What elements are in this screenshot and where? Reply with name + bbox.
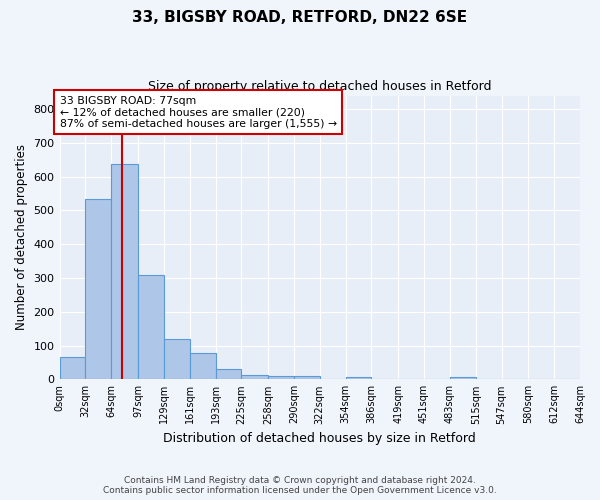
Bar (164, 339, 190, 380)
Bar (215, 369, 241, 380)
Bar (294, 376, 320, 380)
Bar (59, 358, 85, 380)
Title: Size of property relative to detached houses in Retford: Size of property relative to detached ho… (148, 80, 491, 93)
Bar (138, 274, 164, 380)
Text: Contains HM Land Registry data © Crown copyright and database right 2024.
Contai: Contains HM Land Registry data © Crown c… (103, 476, 497, 495)
Bar (190, 353, 215, 380)
Bar (346, 377, 371, 380)
X-axis label: Distribution of detached houses by size in Retford: Distribution of detached houses by size … (163, 432, 476, 445)
Bar (450, 377, 476, 380)
Text: 33, BIGSBY ROAD, RETFORD, DN22 6SE: 33, BIGSBY ROAD, RETFORD, DN22 6SE (133, 10, 467, 25)
Bar (268, 376, 294, 380)
Y-axis label: Number of detached properties: Number of detached properties (15, 144, 28, 330)
Bar (111, 164, 138, 380)
Text: 33 BIGSBY ROAD: 77sqm
← 12% of detached houses are smaller (220)
87% of semi-det: 33 BIGSBY ROAD: 77sqm ← 12% of detached … (59, 96, 337, 129)
Bar (85, 200, 111, 380)
Bar (241, 375, 268, 380)
